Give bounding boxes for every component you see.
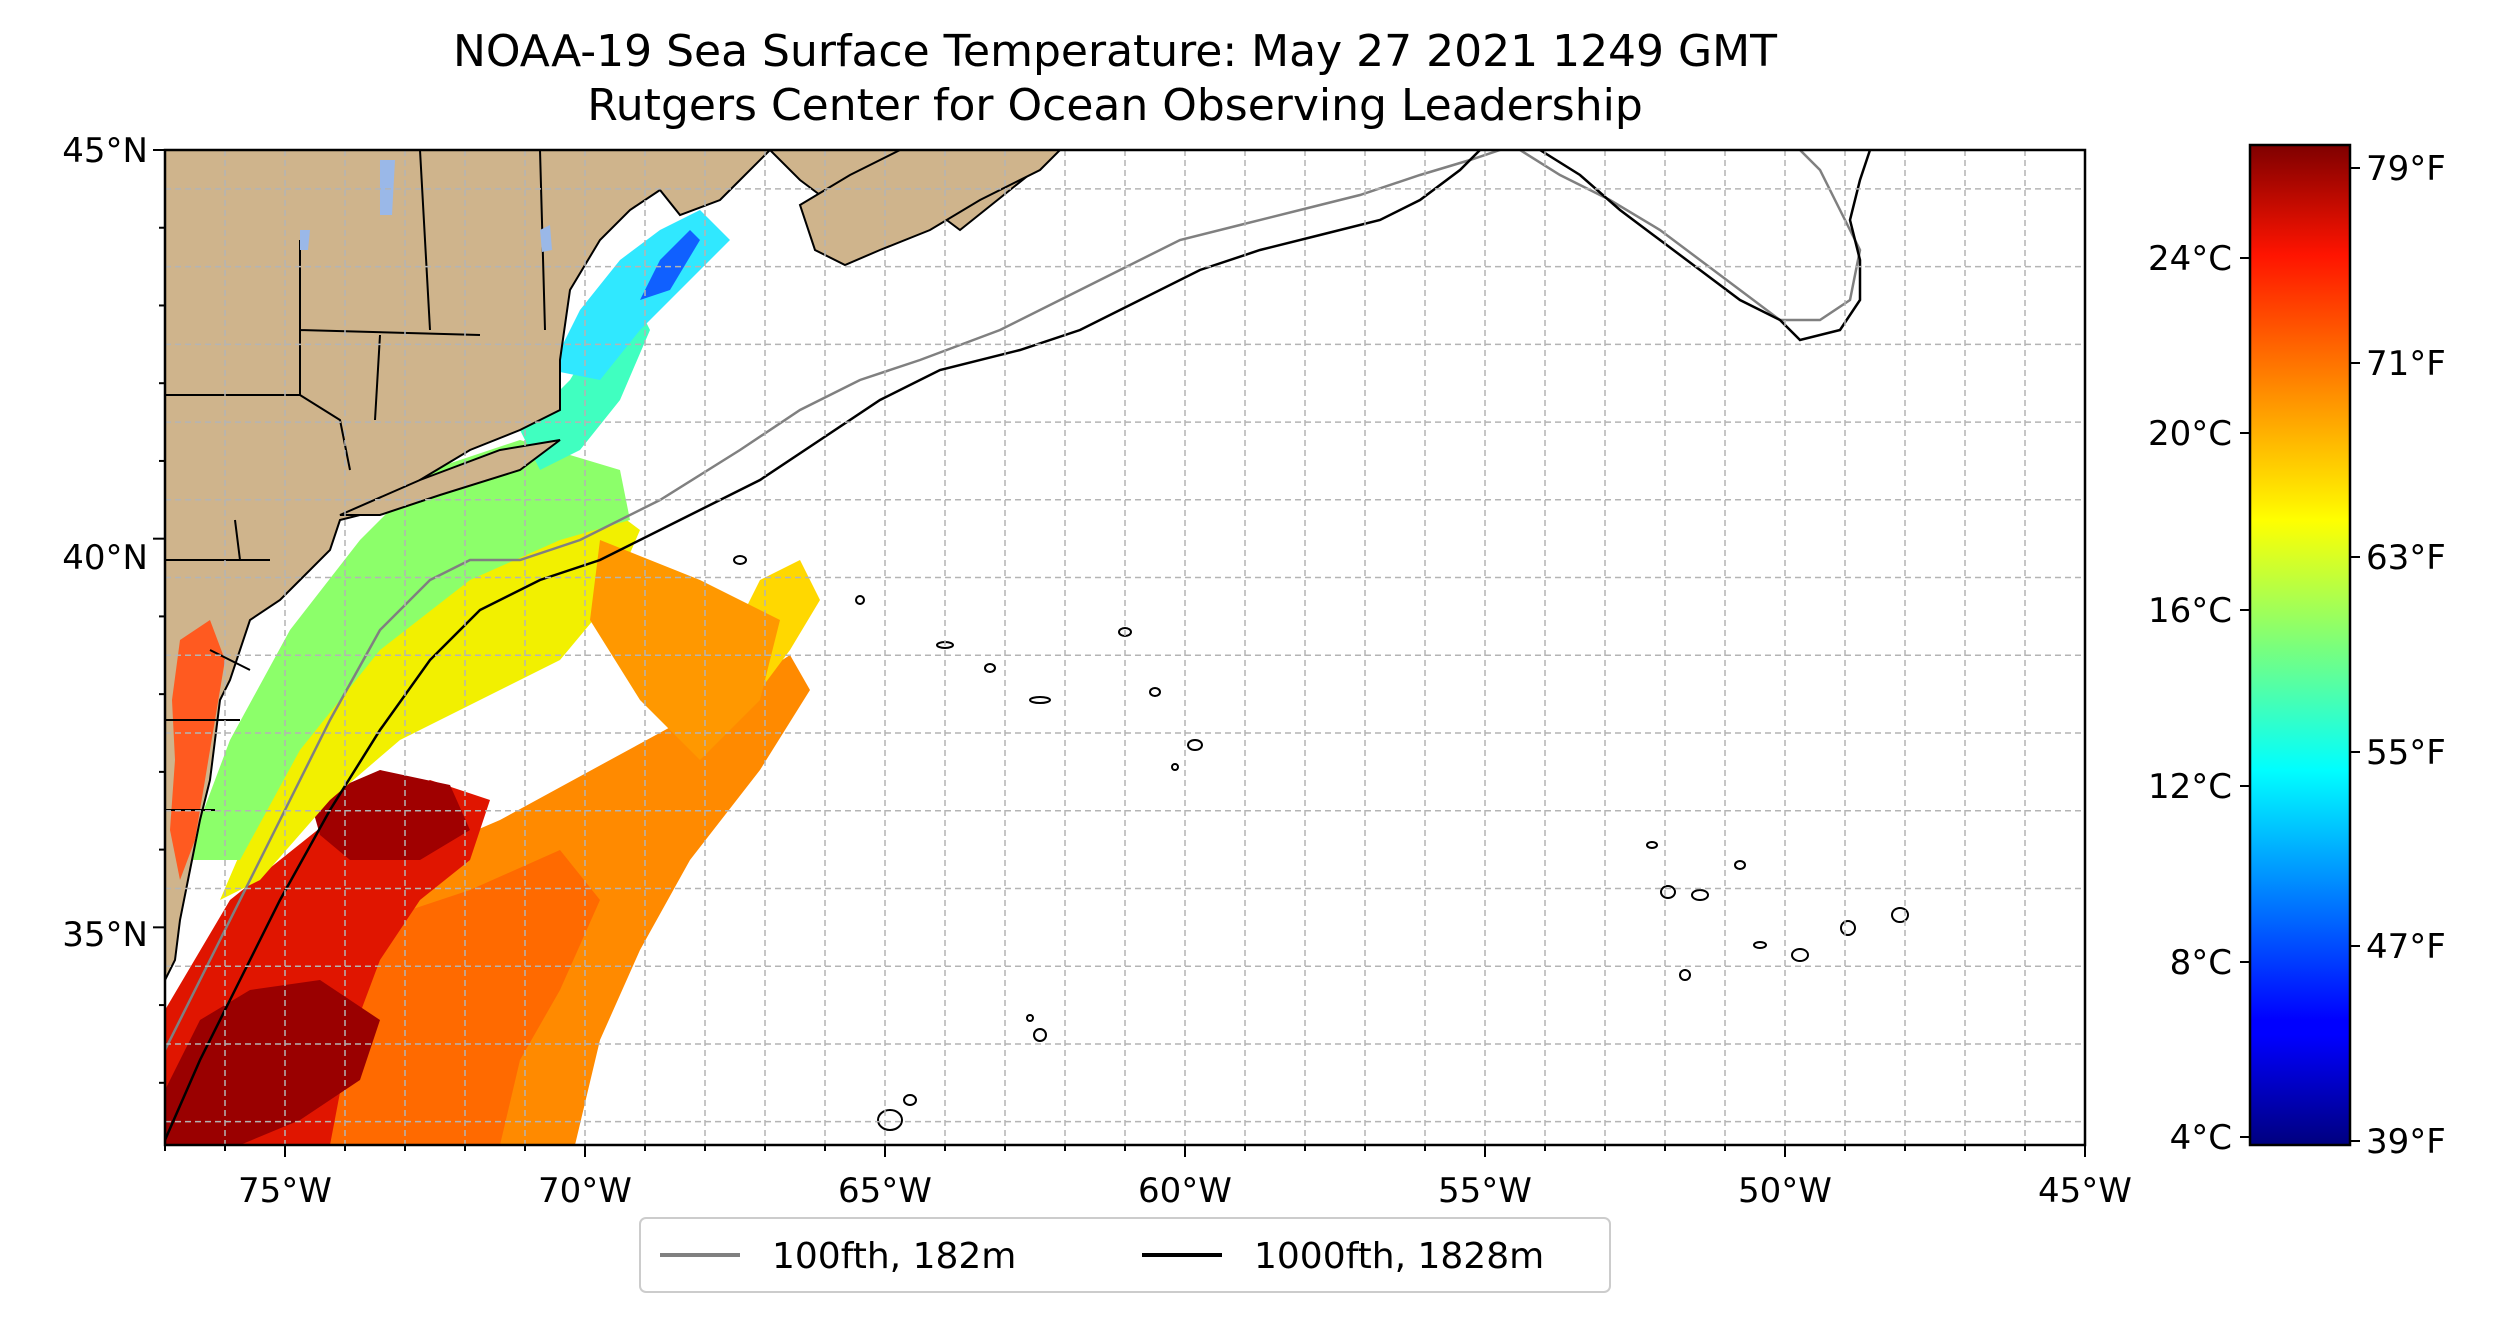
temperature-colorbar: 24°C 20°C 16°C 12°C 8°C 4°C 79°F 71°F 63…: [2148, 143, 2446, 1162]
colorbar-fahrenheit-label: 71°F: [2366, 344, 2446, 384]
seamount-outlines: [733, 555, 1909, 1131]
map-gridlines: [165, 150, 2085, 1145]
lake: [380, 160, 395, 215]
colorbar-fahrenheit-label: 47°F: [2366, 927, 2446, 967]
colorbar-gradient: [2248, 143, 2352, 1147]
map-area: [165, 150, 2085, 1145]
chesapeake-bay: [170, 620, 225, 880]
lake: [540, 225, 552, 252]
colorbar-celsius-label: 24°C: [2148, 239, 2232, 279]
figure-title-line-2: Rutgers Center for Ocean Observing Leade…: [587, 80, 1643, 131]
colorbar-fahrenheit-label: 63°F: [2366, 538, 2446, 578]
legend-label-100fth: 100fth, 182m: [772, 1236, 1016, 1277]
x-tick-label: 45°W: [2038, 1171, 2132, 1211]
colorbar-celsius-label: 8°C: [2170, 943, 2232, 983]
land-nova-scotia: [798, 150, 1062, 267]
x-tick-label: 65°W: [838, 1171, 932, 1211]
lake: [300, 230, 310, 250]
x-tick-label: 75°W: [238, 1171, 332, 1211]
colorbar-fahrenheit-label: 55°F: [2366, 733, 2446, 773]
land-long-island: [339, 439, 561, 516]
legend-label-1000fth: 1000fth, 1828m: [1254, 1236, 1544, 1277]
map-axes: [153, 149, 2086, 1157]
sst-dark-red-patch: [310, 770, 470, 860]
colorbar-celsius-label: 12°C: [2148, 767, 2232, 807]
figure-title-line-1: NOAA-19 Sea Surface Temperature: May 27 …: [453, 26, 1777, 77]
sst-yellow-slope: [220, 500, 640, 900]
sst-blue-streak: [640, 230, 700, 300]
y-tick-label: 45°N: [62, 131, 148, 171]
y-tick-label: 35°N: [62, 915, 148, 955]
x-tick-label: 50°W: [1738, 1171, 1832, 1211]
colorbar-fahrenheit-label: 79°F: [2366, 149, 2446, 189]
state-borders: [165, 150, 546, 811]
x-tick-label: 70°W: [538, 1171, 632, 1211]
colorbar-celsius-label: 16°C: [2148, 591, 2232, 631]
colorbar-celsius-label: 4°C: [2170, 1118, 2232, 1158]
sst-green-shelf: [185, 440, 630, 860]
sst-orange-offshore: [590, 540, 780, 760]
x-tick-label: 55°W: [1438, 1171, 1532, 1211]
y-tick-label: 40°N: [62, 538, 148, 578]
legend-box: [639, 1217, 1611, 1293]
contour-legend: 100fth, 182m 1000fth, 1828m: [639, 1217, 1611, 1293]
colorbar-fahrenheit-label: 39°F: [2366, 1122, 2446, 1162]
colorbar-celsius-label: 20°C: [2148, 414, 2232, 454]
x-tick-label: 60°W: [1138, 1171, 1232, 1211]
